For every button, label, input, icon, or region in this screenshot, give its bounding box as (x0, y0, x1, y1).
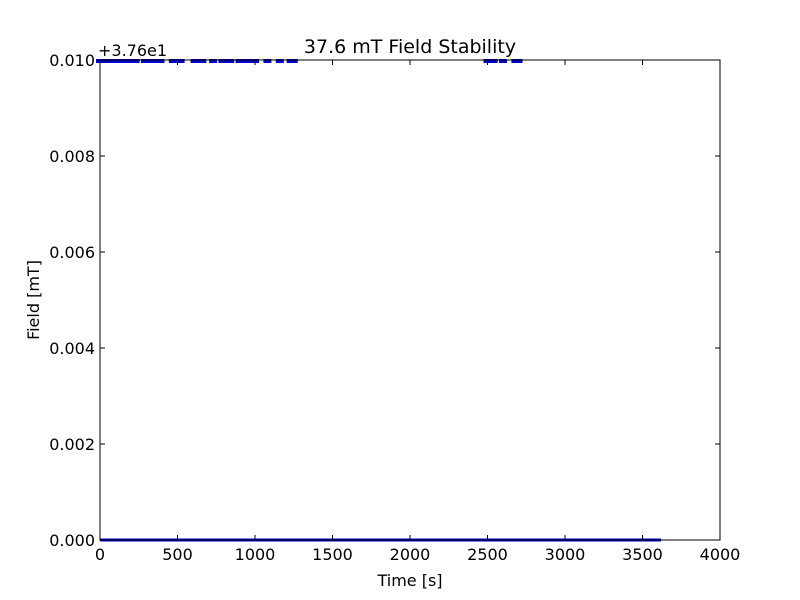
plot-frame (99, 59, 721, 541)
series-point-upper (275, 59, 284, 63)
chart-title: 37.6 mT Field Stability (304, 36, 516, 58)
series-point-upper (289, 59, 298, 63)
series-point-upper (243, 59, 252, 63)
series-point-upper (263, 59, 272, 63)
series-point-upper (131, 59, 140, 63)
x-tick-label: 2500 (467, 545, 508, 564)
y-tick-label: 0.002 (49, 435, 95, 454)
series-point-upper (235, 59, 244, 63)
series-point-upper (116, 59, 125, 63)
x-axis-label: Time [s] (376, 571, 442, 590)
x-tick-label: 1000 (235, 545, 276, 564)
data-layer (96, 59, 662, 542)
y-tick-label: 0.010 (49, 51, 95, 70)
series-point-upper (156, 59, 165, 63)
x-tick-label: 0 (95, 545, 105, 564)
series-point-upper (109, 59, 118, 63)
series-point-upper (499, 59, 507, 63)
series-point-upper (123, 59, 132, 63)
series-point-upper (176, 59, 185, 63)
x-tick-label: 1500 (312, 545, 353, 564)
series-point-upper (168, 59, 177, 63)
y-tick-label: 0.008 (49, 147, 95, 166)
series-point-upper (209, 59, 218, 63)
x-tick-label: 500 (162, 545, 193, 564)
x-tick-label: 3500 (622, 545, 663, 564)
y-tick-label: 0.000 (49, 531, 95, 550)
x-tick-label: 4000 (700, 545, 741, 564)
series-point-upper (148, 59, 157, 63)
series-point-upper (198, 59, 207, 63)
series-point-upper (190, 59, 199, 63)
x-tick-label: 3000 (545, 545, 586, 564)
series-point-upper (226, 59, 235, 63)
series-point-upper (102, 59, 111, 63)
y-tick-label: 0.004 (49, 339, 95, 358)
x-tick-label: 2000 (390, 545, 431, 564)
series-point-upper (140, 59, 149, 63)
series-point-upper (489, 59, 498, 63)
series-point-upper (218, 59, 227, 63)
series-point-upper (514, 59, 523, 63)
y-offset-label: +3.76e1 (98, 41, 167, 60)
y-axis-label: Field [mT] (24, 260, 43, 340)
ticks-layer: 0 500 1000 1500 2000 2500 3000 3500 4000 0.000 0.0… (49, 51, 740, 564)
y-tick-label: 0.006 (49, 243, 95, 262)
